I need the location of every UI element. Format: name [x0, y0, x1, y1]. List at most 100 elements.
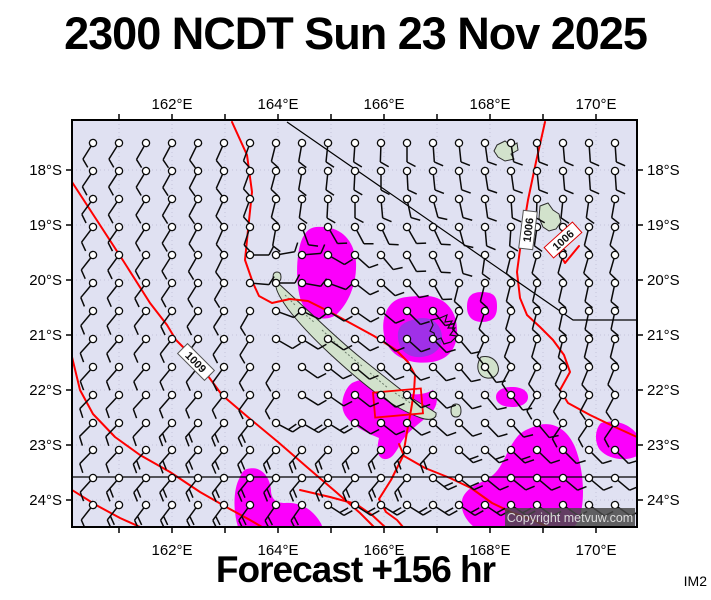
wind-barb: [80, 222, 98, 252]
wind-barb: [376, 362, 405, 381]
wind-barb: [80, 250, 98, 280]
lon-label: 166°E: [363, 96, 404, 113]
wind-barb: [428, 166, 445, 195]
rain-north-center: [297, 226, 357, 319]
wind-barb: [558, 445, 586, 465]
wind-barb: [186, 306, 203, 336]
wind-barb: [480, 445, 509, 464]
wind-barb: [584, 194, 595, 225]
wind-barb: [215, 222, 229, 253]
wind-barb: [132, 418, 151, 447]
wind-barb: [242, 138, 255, 169]
wind-barb: [242, 194, 255, 225]
wind-barb: [394, 473, 412, 502]
wind-barb: [350, 362, 379, 380]
wind-barb: [323, 250, 354, 266]
wind-barb: [323, 278, 354, 291]
wind-barb: [188, 138, 203, 169]
isobar-1009: [73, 181, 375, 526]
rain-bottom-right: [461, 424, 583, 526]
wind-barb: [376, 500, 406, 516]
wind-barb: [188, 194, 203, 225]
wind-barb: [187, 250, 203, 281]
wind-barb: [288, 445, 307, 474]
wind-barb: [428, 222, 451, 246]
wind-barb: [160, 306, 177, 336]
lat-label: 22°S: [647, 382, 680, 399]
wind-barb: [270, 138, 281, 169]
wind-barb: [402, 278, 429, 299]
wind-barb: [341, 445, 360, 474]
lon-label: 170°E: [575, 96, 616, 113]
wind-barb: [105, 473, 124, 502]
wind-barb: [290, 500, 307, 526]
wind-barb: [105, 445, 124, 474]
wind-barb: [263, 473, 281, 502]
lat-label: 19°S: [29, 217, 62, 234]
wind-barb: [78, 418, 98, 446]
isobar-newcal: [231, 121, 416, 526]
wind-barb: [160, 278, 177, 308]
wind-barb: [80, 278, 98, 307]
wind-barb: [185, 473, 203, 502]
wind-barb: [135, 194, 151, 224]
wind-barb: [323, 306, 353, 322]
wind-barb: [106, 334, 124, 363]
wind-barb: [506, 390, 533, 411]
wind-barb: [270, 166, 281, 197]
wind-barb: [105, 390, 124, 419]
wind-barb: [211, 473, 229, 503]
wind-barb: [211, 445, 229, 474]
wind-barb: [158, 390, 177, 419]
wind-barb: [80, 500, 98, 526]
wind-barb: [610, 306, 620, 337]
wind-barb: [428, 418, 457, 437]
wind-barb: [428, 473, 458, 491]
wind-barb: [212, 362, 229, 392]
wind-barb: [603, 418, 620, 448]
wind-barb: [271, 242, 299, 260]
wind-barb: [367, 445, 386, 474]
wind-barb: [393, 445, 412, 474]
wind-barb: [212, 334, 229, 364]
wind-barb: [237, 445, 255, 474]
wind-barb: [454, 194, 473, 221]
wind-barb: [188, 222, 203, 253]
lat-label: 20°S: [647, 272, 680, 289]
wind-barb: [107, 250, 124, 280]
wind-barb: [531, 306, 542, 337]
wind-barb: [584, 445, 612, 465]
wind-barb: [506, 445, 535, 464]
wind-barb: [239, 306, 255, 337]
wind-barb: [532, 445, 561, 464]
wind-barb: [610, 278, 620, 309]
lat-label: 18°S: [647, 162, 680, 179]
wind-barb: [451, 306, 464, 337]
forecast-label: Forecast +156 hr: [215, 549, 496, 590]
wind-barb: [454, 166, 471, 194]
wind-barb: [402, 418, 431, 436]
wind-barb: [107, 166, 124, 196]
wind-barb: [579, 390, 594, 421]
lon-label: 168°E: [469, 96, 510, 113]
wind-barb: [132, 390, 151, 419]
wind-barb: [480, 418, 508, 438]
wind-barb: [271, 222, 281, 253]
wind-barb: [239, 334, 255, 364]
wind-barb: [454, 250, 473, 277]
wind-barb: [133, 500, 151, 526]
wind-barb: [265, 362, 281, 392]
wind-barb: [342, 473, 360, 502]
wind-barb: [609, 250, 620, 281]
wind-barb: [577, 418, 594, 448]
chart-title: 2300 NCDT Sun 23 Nov 2025: [64, 8, 648, 59]
wind-barb: [297, 390, 327, 406]
wind-barb: [584, 473, 613, 491]
rain-bottom-left: [234, 468, 323, 526]
wind-barb: [428, 390, 457, 409]
wind-barb: [402, 390, 431, 409]
wind-barb: [454, 473, 484, 491]
wind-barb: [501, 362, 516, 393]
